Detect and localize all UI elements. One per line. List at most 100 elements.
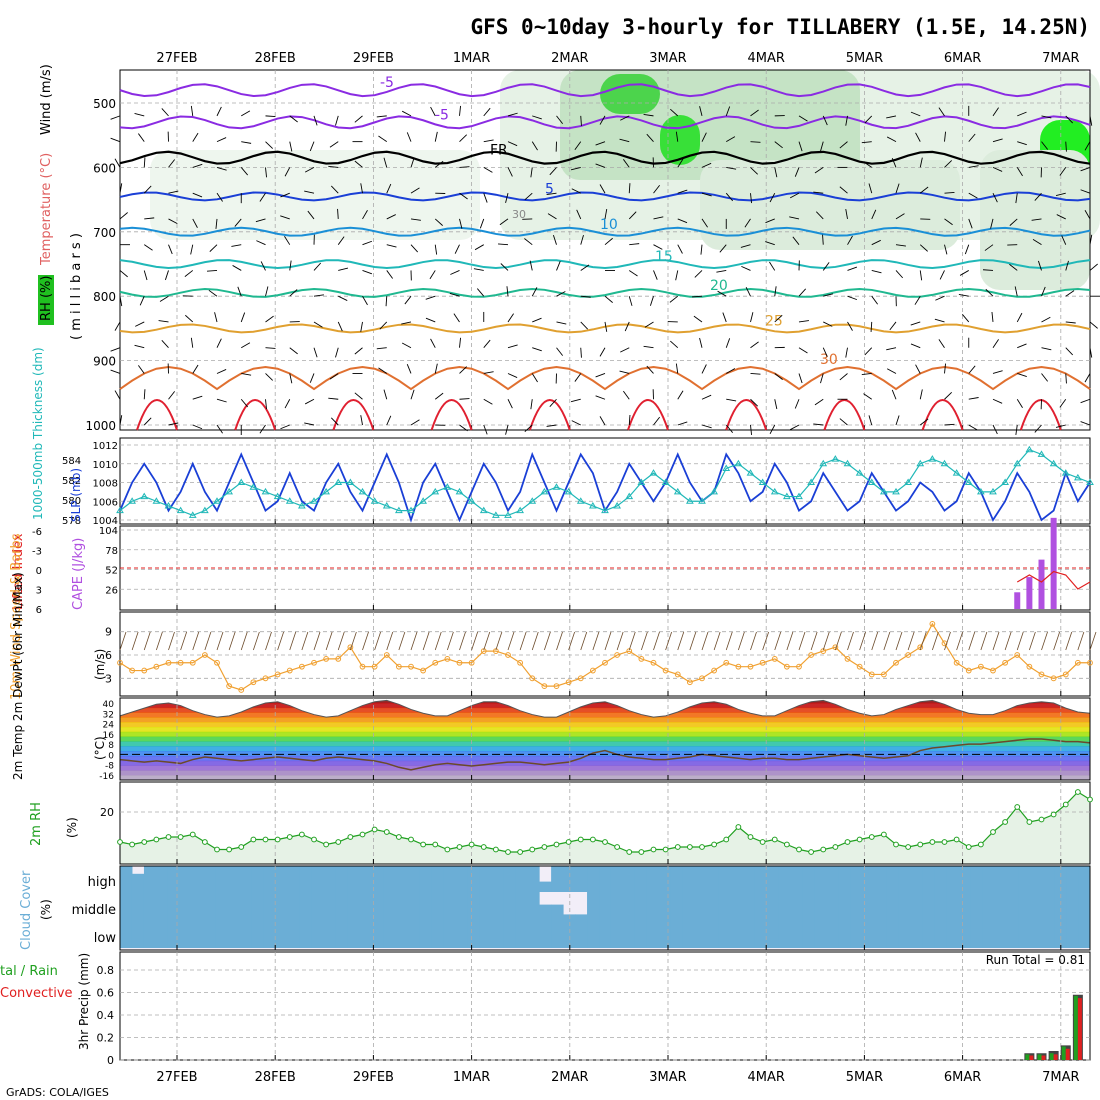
cloud-bar [622,866,636,892]
cloud-bar [323,892,337,920]
thickness-marker [649,469,658,476]
cloud-tick: low [94,931,117,946]
wind-barb [192,424,203,430]
cape-bar [1026,577,1033,609]
wind-barb [483,371,494,374]
wind-barb [599,416,606,426]
rh-marker [977,841,984,848]
wind-barb [446,631,454,651]
wind-barb [289,141,293,152]
wind-barb [958,294,969,297]
isotherm-line [119,259,1091,270]
precip-panel: 0 0.2 0.4 0.6 0.8 Run Total = 0.81 tal / Rain C… [0,951,1091,1067]
temp-color-band [120,717,1090,723]
thickness-marker [479,506,488,514]
cloud-bar [251,920,265,948]
rh-marker [771,836,778,843]
wind-barb [677,218,688,224]
cloud-bar [982,866,995,892]
wind-barb [726,166,737,170]
wind-speed-marker [953,659,960,666]
wind-barb [750,167,759,175]
pressure-tick: 900 [93,355,116,369]
thickness-marker [116,506,124,514]
cloud-bar [778,892,792,920]
wind-barb [192,163,203,168]
wind-barb [386,631,394,651]
wind-barb [304,422,315,426]
cloud-bar [826,866,840,892]
cloud-bar [1018,920,1031,948]
temp-color-band [120,712,1090,718]
wind-barb [549,167,557,176]
cloud-bar [395,892,408,920]
wind-barb [985,288,994,297]
wind-barb [1065,141,1067,152]
temp-color-band [120,770,1090,776]
wind-barb [386,415,392,426]
rh-marker [905,844,912,850]
cloud-unit-label: (%) [39,899,53,920]
wind-barb [798,288,807,297]
thickness-marker [661,478,670,485]
wind-barb [168,159,176,168]
wind-barb [847,235,853,245]
wind-barb [216,631,224,651]
wind-barb [143,270,148,281]
thickness-marker [455,487,464,495]
wind-speed-marker [177,659,184,666]
wind-barb [337,208,339,219]
wind-speed-marker [529,675,536,682]
cloud-bar [790,892,804,920]
wind-barb [895,183,900,194]
cloud-bar [934,866,947,892]
cloud-bar [131,892,145,920]
rh-marker [565,839,572,845]
wind-barb [376,115,387,118]
wind-barb [719,244,727,253]
cloud-bar [239,892,253,920]
footer-credit: GrADS: COLA/IGES [6,1086,109,1099]
run-total-label: Run Total = 0.81 [986,953,1085,967]
panel-frame [119,437,1091,525]
wind-barb [240,312,246,323]
wind-barb [1004,631,1012,651]
thickness-marker [225,487,234,495]
cloud-bar [1054,866,1067,892]
wind-barb [168,631,175,651]
wind-barb [915,132,921,142]
wind-speed-marker [371,663,378,670]
wind-barb [110,115,121,120]
cloud-bar [599,920,612,948]
slp-tick: 1008 [93,479,118,490]
wind-barb [434,218,443,226]
cloud-bar [646,892,660,920]
cloud-bar [407,866,420,892]
cloud-cover-panel: high middle low Cloud Cover (%) [19,865,1091,951]
thickness-marker [394,506,403,514]
precip-convective-bar [1053,1054,1058,1060]
wind-barb [379,321,388,330]
wind-barb [1032,238,1042,246]
wind-barb [701,631,709,651]
wind-barb [774,373,783,380]
wind-speed-marker [1038,671,1045,678]
wind-barb [483,167,493,173]
cloud-bar [131,920,145,948]
isotherm-label: -5 [380,75,394,91]
thickness-marker [334,478,343,485]
thickness-marker [370,497,379,504]
wind-barb [459,424,468,432]
wind-barb [1065,347,1074,356]
wind-barb [434,631,442,651]
wind-barb [944,218,953,226]
wind-barb [991,311,994,323]
wind-barb [1065,631,1073,651]
wind-barb [847,321,853,331]
wind-barb [110,137,121,143]
cloud-bar [455,920,468,948]
wind-barb [385,296,388,307]
wind-barb [1089,347,1093,358]
cloud-bar [982,892,995,920]
cloud-bar [335,866,349,892]
